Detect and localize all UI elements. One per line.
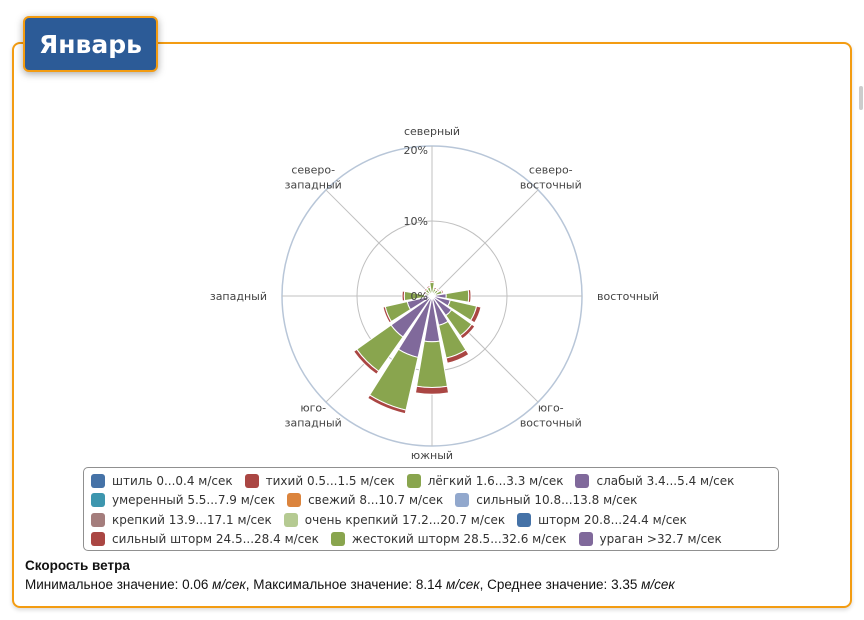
legend-label: очень крепкий 17.2...20.7 м/сек xyxy=(304,512,506,527)
legend-swatch xyxy=(578,532,593,546)
min-label: Минимальное значение: xyxy=(25,577,183,592)
legend-label: умеренный 5.5...7.9 м/сек xyxy=(112,493,276,507)
max-label: , Максимальное значение: xyxy=(245,577,416,592)
direction-label-NW: северо-западный xyxy=(285,164,342,192)
legend-row: крепкий 13.9...17.1 м/сек очень крепкий 1… xyxy=(91,510,699,529)
legend-item[interactable]: ураган >32.7 м/сек xyxy=(578,532,722,546)
bar-ESE-series-2 xyxy=(470,305,482,324)
legend-swatch xyxy=(283,512,298,527)
legend-row: штиль 0...0.4 м/сек тихий 0.5...1.5 м/сек… xyxy=(91,471,746,490)
legend-swatch xyxy=(455,493,470,507)
avg-label: , Среднее значение: xyxy=(479,577,612,592)
legend-label: тихий 0.5...1.5 м/сек xyxy=(265,473,395,488)
legend-swatch xyxy=(517,512,532,527)
bar-S-series-1 xyxy=(416,340,448,388)
direction-label-N: северный xyxy=(404,125,460,138)
grid-spoke xyxy=(431,189,539,297)
legend-label: крепкий 13.9...17.1 м/сек xyxy=(112,512,272,527)
legend-swatch xyxy=(330,532,345,546)
legend-item[interactable]: очень крепкий 17.2...20.7 м/сек xyxy=(283,512,506,527)
scrollbar[interactable] xyxy=(859,86,863,110)
legend-label: сильный 10.8...13.8 м/сек xyxy=(476,493,638,507)
direction-label-E: восточный xyxy=(597,290,659,303)
min-value: 0.06 xyxy=(182,577,209,592)
legend-swatch xyxy=(575,473,590,488)
legend-swatch xyxy=(91,493,105,507)
legend-item[interactable]: лёгкий 1.6...3.3 м/сек xyxy=(406,473,564,488)
legend-row: сильный шторм 24.5...28.4 м/сек жестокий … xyxy=(91,530,734,549)
bar-WSW-series-2 xyxy=(382,306,393,324)
stats-line: Минимальное значение: 0.06 м/сек, Максим… xyxy=(25,577,675,592)
max-value: 8.14 xyxy=(415,577,443,592)
legend-item[interactable]: сильный 10.8...13.8 м/сек xyxy=(455,493,637,507)
legend-item[interactable]: слабый 3.4...5.4 м/сек xyxy=(575,473,735,488)
unit: м/сек xyxy=(641,577,675,592)
bar-SE-series-2 xyxy=(459,323,476,340)
direction-label-NE: северо-восточный xyxy=(520,164,582,192)
legend-row: умеренный 5.5...7.9 м/сек свежий 8...10.7… xyxy=(91,491,649,510)
bar-N-series-2 xyxy=(428,280,436,284)
legend-item[interactable]: тихий 0.5...1.5 м/сек xyxy=(244,473,395,488)
bar-SW-series-2 xyxy=(352,348,380,376)
legend-label: ураган >32.7 м/сек xyxy=(599,532,722,546)
legend-label: жестокий шторм 28.5...32.6 м/сек xyxy=(351,532,567,546)
legend-swatch xyxy=(287,493,302,507)
unit: м/сек xyxy=(212,577,246,592)
legend-item[interactable]: умеренный 5.5...7.9 м/сек xyxy=(91,493,275,507)
direction-label-SE: юго-восточный xyxy=(520,401,582,429)
legend-swatch xyxy=(91,512,105,527)
legend-item[interactable]: жестокий шторм 28.5...32.6 м/сек xyxy=(330,532,567,546)
radial-tick-label: 10% xyxy=(404,215,428,228)
direction-label-S: южный xyxy=(411,449,453,462)
legend-item[interactable]: крепкий 13.9...17.1 м/сек xyxy=(91,512,272,527)
month-panel xyxy=(12,42,852,608)
month-title: Январь xyxy=(23,16,158,72)
legend-item[interactable]: штиль 0...0.4 м/сек xyxy=(91,473,233,488)
grid-spoke xyxy=(325,189,433,297)
unit: м/сек xyxy=(445,577,480,592)
bar-ENE-series-2 xyxy=(440,288,445,295)
legend-swatch xyxy=(91,532,105,546)
avg-value: 3.35 xyxy=(611,577,638,592)
legend-label: сильный шторм 24.5...28.4 м/сек xyxy=(112,532,319,546)
legend-item[interactable]: сильный шторм 24.5...28.4 м/сек xyxy=(91,532,319,546)
bar-NW-series-2 xyxy=(423,287,428,292)
legend-swatch xyxy=(244,473,259,488)
legend-swatch xyxy=(91,473,105,488)
direction-label-W: западный xyxy=(210,290,267,303)
radial-tick-label: 0% xyxy=(411,290,428,303)
legend-swatch xyxy=(406,473,421,488)
bar-S-series-2 xyxy=(414,385,450,395)
direction-label-SW: юго-западный xyxy=(285,401,342,429)
legend: штиль 0...0.4 м/сек тихий 0.5...1.5 м/сек… xyxy=(83,467,779,551)
bar-E-series-2 xyxy=(467,288,472,304)
legend-item[interactable]: свежий 8...10.7 м/сек xyxy=(287,493,443,507)
radial-tick-label: 20% xyxy=(404,144,428,157)
legend-label: штиль 0...0.4 м/сек xyxy=(112,473,233,488)
legend-label: свежий 8...10.7 м/сек xyxy=(308,493,444,507)
bar-SSE-series-2 xyxy=(445,349,470,364)
legend-label: лёгкий 1.6...3.3 м/сек xyxy=(427,473,564,488)
wind-speed-stats: Скорость ветра Минимальное значение: 0.0… xyxy=(25,558,675,592)
legend-label: слабый 3.4...5.4 м/сек xyxy=(596,473,735,488)
bar-W-series-2 xyxy=(401,290,406,302)
legend-item[interactable]: шторм 20.8...24.4 м/сек xyxy=(517,512,687,527)
bar-SSW-series-2 xyxy=(367,394,407,415)
stats-title: Скорость ветра xyxy=(25,558,130,573)
legend-label: шторм 20.8...24.4 м/сек xyxy=(538,512,687,527)
bar-NNW-series-2 xyxy=(425,285,431,290)
